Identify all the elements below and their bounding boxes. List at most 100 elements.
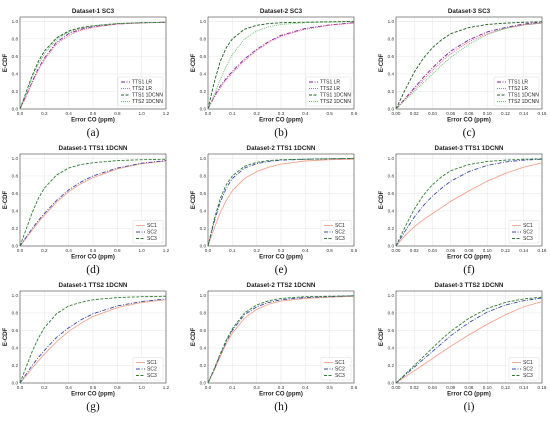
legend-label: TTS2 LR <box>320 86 340 92</box>
y-tick-label: 1.0 <box>200 19 207 24</box>
x-tick-label: 0.5 <box>326 248 333 253</box>
legend-label: SC3 <box>523 373 533 379</box>
x-tick-label: 0.2 <box>41 385 48 390</box>
y-tick-label: 0.4 <box>388 346 395 351</box>
x-tick-label: 0.1 <box>229 248 236 253</box>
x-tick-label: 0.2 <box>253 248 260 253</box>
y-axis-label: E-CDF <box>3 328 9 347</box>
legend-label: TTS1 1DCNN <box>320 93 351 99</box>
plot-frame <box>207 153 355 247</box>
series-line-sc1 <box>207 295 355 384</box>
x-tick-label: 1.2 <box>163 111 170 116</box>
panel-h: Dataset-2 TTS2 1DCNN 0.0 0.1 0.2 0.3 0.4 0.5 0.… <box>191 282 358 413</box>
x-tick-label: 0.08 <box>465 111 474 116</box>
legend-label: SC1 <box>147 223 157 229</box>
panel-label: (i) <box>464 401 475 413</box>
legend-label: TTS2 LR <box>508 86 528 92</box>
panel-title: Dataset-2 SC3 <box>260 8 303 15</box>
x-tick-label: 0.14 <box>519 111 528 116</box>
y-tick-label: 0.0 <box>12 107 19 112</box>
y-tick-label: 0.8 <box>12 311 19 316</box>
y-tick-label: 1.0 <box>200 156 207 161</box>
x-tick-label: 0.6 <box>90 248 97 253</box>
panel-i: Dataset-3 TTS2 1DCNN 0.00 0.02 0.04 0.06 0.08… <box>379 282 547 413</box>
y-tick-label: 0.4 <box>12 72 19 77</box>
y-tick-label: 0.4 <box>200 209 207 214</box>
y-tick-label: 0.0 <box>388 381 395 386</box>
panel-title: Dataset-3 TTS2 1DCNN <box>435 282 504 289</box>
series-line-tts1-1dcnn <box>19 21 167 110</box>
y-tick-label: 0.2 <box>388 89 395 94</box>
x-tick-label: 0.6 <box>351 248 358 253</box>
y-tick-label: 0.6 <box>388 54 395 59</box>
x-tick-label: 1.0 <box>138 385 145 390</box>
x-tick-label: 0.6 <box>90 111 97 116</box>
y-tick-label: 0.8 <box>12 37 19 42</box>
y-tick-label: 1.0 <box>388 156 395 161</box>
plot-frame <box>19 290 167 384</box>
series-line-sc2 <box>19 298 167 384</box>
y-tick-label: 0.0 <box>200 244 207 249</box>
series-line-sc3 <box>19 158 167 247</box>
y-tick-label: 0.4 <box>388 72 395 77</box>
x-tick-label: 0.6 <box>351 111 358 116</box>
x-tick-label: 0.10 <box>483 111 492 116</box>
plot-frame <box>395 153 543 247</box>
legend-box <box>320 357 352 381</box>
x-tick-label: 0.1 <box>229 385 236 390</box>
y-tick-label: 0.6 <box>388 191 395 196</box>
y-tick-label: 0.4 <box>200 72 207 77</box>
x-tick-label: 0.10 <box>483 248 492 253</box>
x-tick-label: 0.0 <box>205 111 212 116</box>
x-axis-label: Error CO (ppm) <box>447 118 491 124</box>
y-axis-label: E-CDF <box>191 54 197 73</box>
panel-title: Dataset-2 TTS1 1DCNN <box>247 145 316 152</box>
y-tick-label: 1.0 <box>12 293 19 298</box>
panel-c: Dataset-3 SC3 0.00 0.02 0.04 0.06 0.08 0.10 0.1… <box>379 8 547 139</box>
panel-label: (f) <box>463 264 475 276</box>
y-tick-label: 0.2 <box>388 363 395 368</box>
series-line-tts2-1dcnn <box>395 22 543 110</box>
series-line-tts2-1dcnn <box>207 21 355 110</box>
panel-d: Dataset-1 TTS1 1DCNN 0.0 0.2 0.4 0.6 0.8 1.0 1.… <box>3 145 170 276</box>
plot-frame <box>19 16 167 110</box>
x-tick-label: 1.0 <box>138 248 145 253</box>
plot-frame <box>395 290 543 384</box>
y-axis-label: E-CDF <box>379 191 385 210</box>
y-tick-label: 0.2 <box>388 226 395 231</box>
legend-box <box>117 76 164 107</box>
x-tick-label: 0.06 <box>446 248 455 253</box>
panel-g: Dataset-1 TTS2 1DCNN 0.0 0.2 0.4 0.6 0.8 1.0 1.… <box>3 282 170 413</box>
y-tick-label: 0.6 <box>12 191 19 196</box>
y-axis-label: E-CDF <box>191 328 197 347</box>
y-tick-label: 1.0 <box>12 156 19 161</box>
panel-title: Dataset-1 TTS1 1DCNN <box>59 145 128 152</box>
x-tick-label: 0.00 <box>392 385 401 390</box>
legend-label: SC3 <box>523 236 533 242</box>
series-line-sc2 <box>395 297 543 384</box>
x-axis-label: Error CO (ppm) <box>259 255 303 261</box>
x-tick-label: 0.4 <box>302 385 309 390</box>
y-tick-label: 0.8 <box>388 37 395 42</box>
x-tick-label: 0.00 <box>392 111 401 116</box>
panel-label: (e) <box>275 264 288 276</box>
y-tick-label: 0.0 <box>388 107 395 112</box>
x-tick-label: 0.8 <box>114 111 121 116</box>
panel-label: (a) <box>87 127 100 139</box>
y-tick-label: 0.6 <box>200 191 207 196</box>
x-tick-label: 0.02 <box>410 248 419 253</box>
x-tick-label: 0.08 <box>465 248 474 253</box>
series-line-sc3 <box>207 157 355 247</box>
series-line-sc1 <box>207 158 355 247</box>
x-tick-label: 0.02 <box>410 111 419 116</box>
x-tick-label: 0.2 <box>41 111 48 116</box>
series-line-tts1-1dcnn <box>207 20 355 110</box>
legend-label: TTS2 1DCNN <box>508 99 539 105</box>
x-tick-label: 0.04 <box>428 385 437 390</box>
series-line-tts2-lr <box>207 22 355 110</box>
legend-label: SC2 <box>335 367 345 373</box>
x-tick-label: 0.8 <box>114 248 121 253</box>
panel-a: Dataset-1 SC3 0.0 0.2 0.4 0.6 0.8 1.0 1.2 0.0 0.2… <box>3 8 170 139</box>
legend-label: SC1 <box>523 223 533 229</box>
